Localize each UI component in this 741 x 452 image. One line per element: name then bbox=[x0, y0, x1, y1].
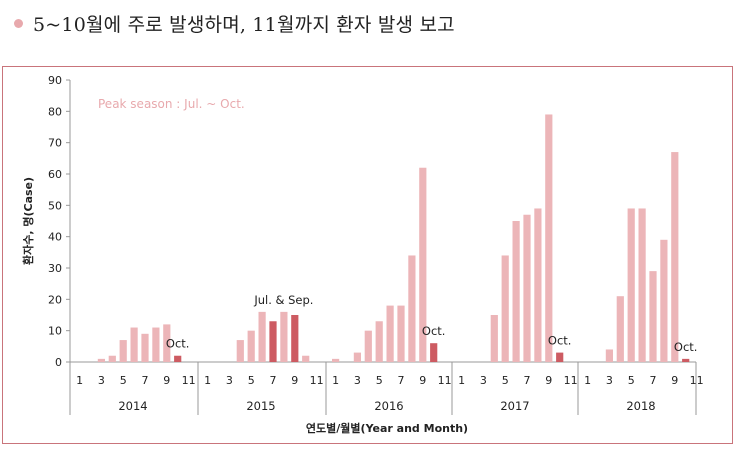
month-tick-label: 11 bbox=[182, 374, 196, 387]
month-tick-label: 3 bbox=[354, 374, 361, 387]
bar-2018-4 bbox=[617, 296, 624, 362]
bar-2017-10 bbox=[556, 353, 563, 362]
bar-2017-7 bbox=[523, 215, 530, 362]
year-label-2018: 2018 bbox=[626, 399, 655, 413]
bar-2016-7 bbox=[397, 306, 404, 362]
month-tick-label: 11 bbox=[690, 374, 704, 387]
bar-2017-6 bbox=[513, 221, 520, 362]
month-tick-label: 1 bbox=[584, 374, 591, 387]
month-tick-label: 3 bbox=[606, 374, 613, 387]
bar-2017-4 bbox=[491, 315, 498, 362]
month-tick-label: 11 bbox=[310, 374, 324, 387]
bar-2015-8 bbox=[280, 312, 287, 362]
month-tick-label: 1 bbox=[458, 374, 465, 387]
annotation-2016: Oct. bbox=[422, 324, 446, 338]
month-tick-label: 11 bbox=[438, 374, 452, 387]
month-tick-label: 7 bbox=[142, 374, 149, 387]
bar-2015-9 bbox=[291, 315, 298, 362]
year-label-2015: 2015 bbox=[246, 399, 275, 413]
month-tick-label: 11 bbox=[564, 374, 578, 387]
y-tick-label: 10 bbox=[48, 325, 62, 338]
bar-2016-6 bbox=[387, 306, 394, 362]
month-tick-label: 1 bbox=[76, 374, 83, 387]
y-tick-label: 90 bbox=[48, 74, 62, 87]
bar-2018-7 bbox=[649, 271, 656, 362]
bar-2014-6 bbox=[131, 328, 138, 362]
month-tick-label: 9 bbox=[291, 374, 298, 387]
bar-2014-7 bbox=[141, 334, 148, 362]
bar-2014-10 bbox=[174, 356, 181, 362]
month-tick-label: 7 bbox=[270, 374, 277, 387]
y-tick-label: 0 bbox=[55, 356, 62, 369]
y-tick-label: 70 bbox=[48, 137, 62, 150]
annotation-2014: Oct. bbox=[166, 337, 190, 351]
y-tick-label: 60 bbox=[48, 168, 62, 181]
bar-2017-5 bbox=[502, 255, 509, 362]
bar-2014-4 bbox=[109, 356, 116, 362]
month-tick-label: 9 bbox=[419, 374, 426, 387]
bar-2018-5 bbox=[628, 208, 635, 362]
bar-2016-5 bbox=[376, 321, 383, 362]
bar-2017-8 bbox=[534, 208, 541, 362]
month-tick-label: 5 bbox=[248, 374, 255, 387]
month-tick-label: 3 bbox=[98, 374, 105, 387]
bar-2015-7 bbox=[269, 321, 276, 362]
bar-2015-10 bbox=[302, 356, 309, 362]
month-tick-label: 9 bbox=[671, 374, 678, 387]
y-axis-title: 환자수, 명(Case) bbox=[21, 177, 35, 265]
peak-season-note: Peak season : Jul. ~ Oct. bbox=[98, 97, 245, 111]
bar-2018-9 bbox=[671, 152, 678, 362]
month-tick-label: 9 bbox=[163, 374, 170, 387]
bar-2014-8 bbox=[152, 328, 159, 362]
annotation-2018: Oct. bbox=[674, 340, 698, 354]
month-tick-label: 3 bbox=[480, 374, 487, 387]
year-label-2014: 2014 bbox=[118, 399, 147, 413]
month-tick-label: 5 bbox=[120, 374, 127, 387]
annotation-2015: Jul. & Sep. bbox=[253, 293, 313, 307]
bar-2018-3 bbox=[606, 349, 613, 362]
month-tick-label: 9 bbox=[545, 374, 552, 387]
bar-2016-8 bbox=[408, 255, 415, 362]
bar-2015-5 bbox=[248, 331, 255, 362]
bar-2015-4 bbox=[237, 340, 244, 362]
y-tick-label: 50 bbox=[48, 199, 62, 212]
month-tick-label: 1 bbox=[332, 374, 339, 387]
bar-2018-10 bbox=[682, 359, 689, 362]
month-tick-label: 1 bbox=[204, 374, 211, 387]
bar-2014-5 bbox=[120, 340, 127, 362]
y-tick-label: 80 bbox=[48, 105, 62, 118]
month-tick-label: 5 bbox=[628, 374, 635, 387]
x-axis-title: 연도별/월별(Year and Month) bbox=[306, 421, 468, 435]
bar-2018-6 bbox=[639, 208, 646, 362]
bar-2014-3 bbox=[98, 359, 105, 362]
bar-2016-10 bbox=[430, 343, 437, 362]
y-tick-label: 20 bbox=[48, 293, 62, 306]
bar-2018-8 bbox=[660, 240, 667, 362]
month-tick-label: 5 bbox=[502, 374, 509, 387]
month-tick-label: 7 bbox=[650, 374, 657, 387]
bar-2016-1 bbox=[332, 359, 339, 362]
y-tick-label: 40 bbox=[48, 231, 62, 244]
year-label-2016: 2016 bbox=[374, 399, 403, 413]
bar-2016-4 bbox=[365, 331, 372, 362]
bar-2017-9 bbox=[545, 114, 552, 362]
bar-2016-3 bbox=[354, 353, 361, 362]
y-tick-label: 30 bbox=[48, 262, 62, 275]
bar-2015-6 bbox=[259, 312, 266, 362]
month-tick-label: 7 bbox=[398, 374, 405, 387]
year-label-2017: 2017 bbox=[500, 399, 529, 413]
month-tick-label: 7 bbox=[524, 374, 531, 387]
annotation-2017: Oct. bbox=[548, 334, 572, 348]
month-tick-label: 3 bbox=[226, 374, 233, 387]
month-tick-label: 5 bbox=[376, 374, 383, 387]
